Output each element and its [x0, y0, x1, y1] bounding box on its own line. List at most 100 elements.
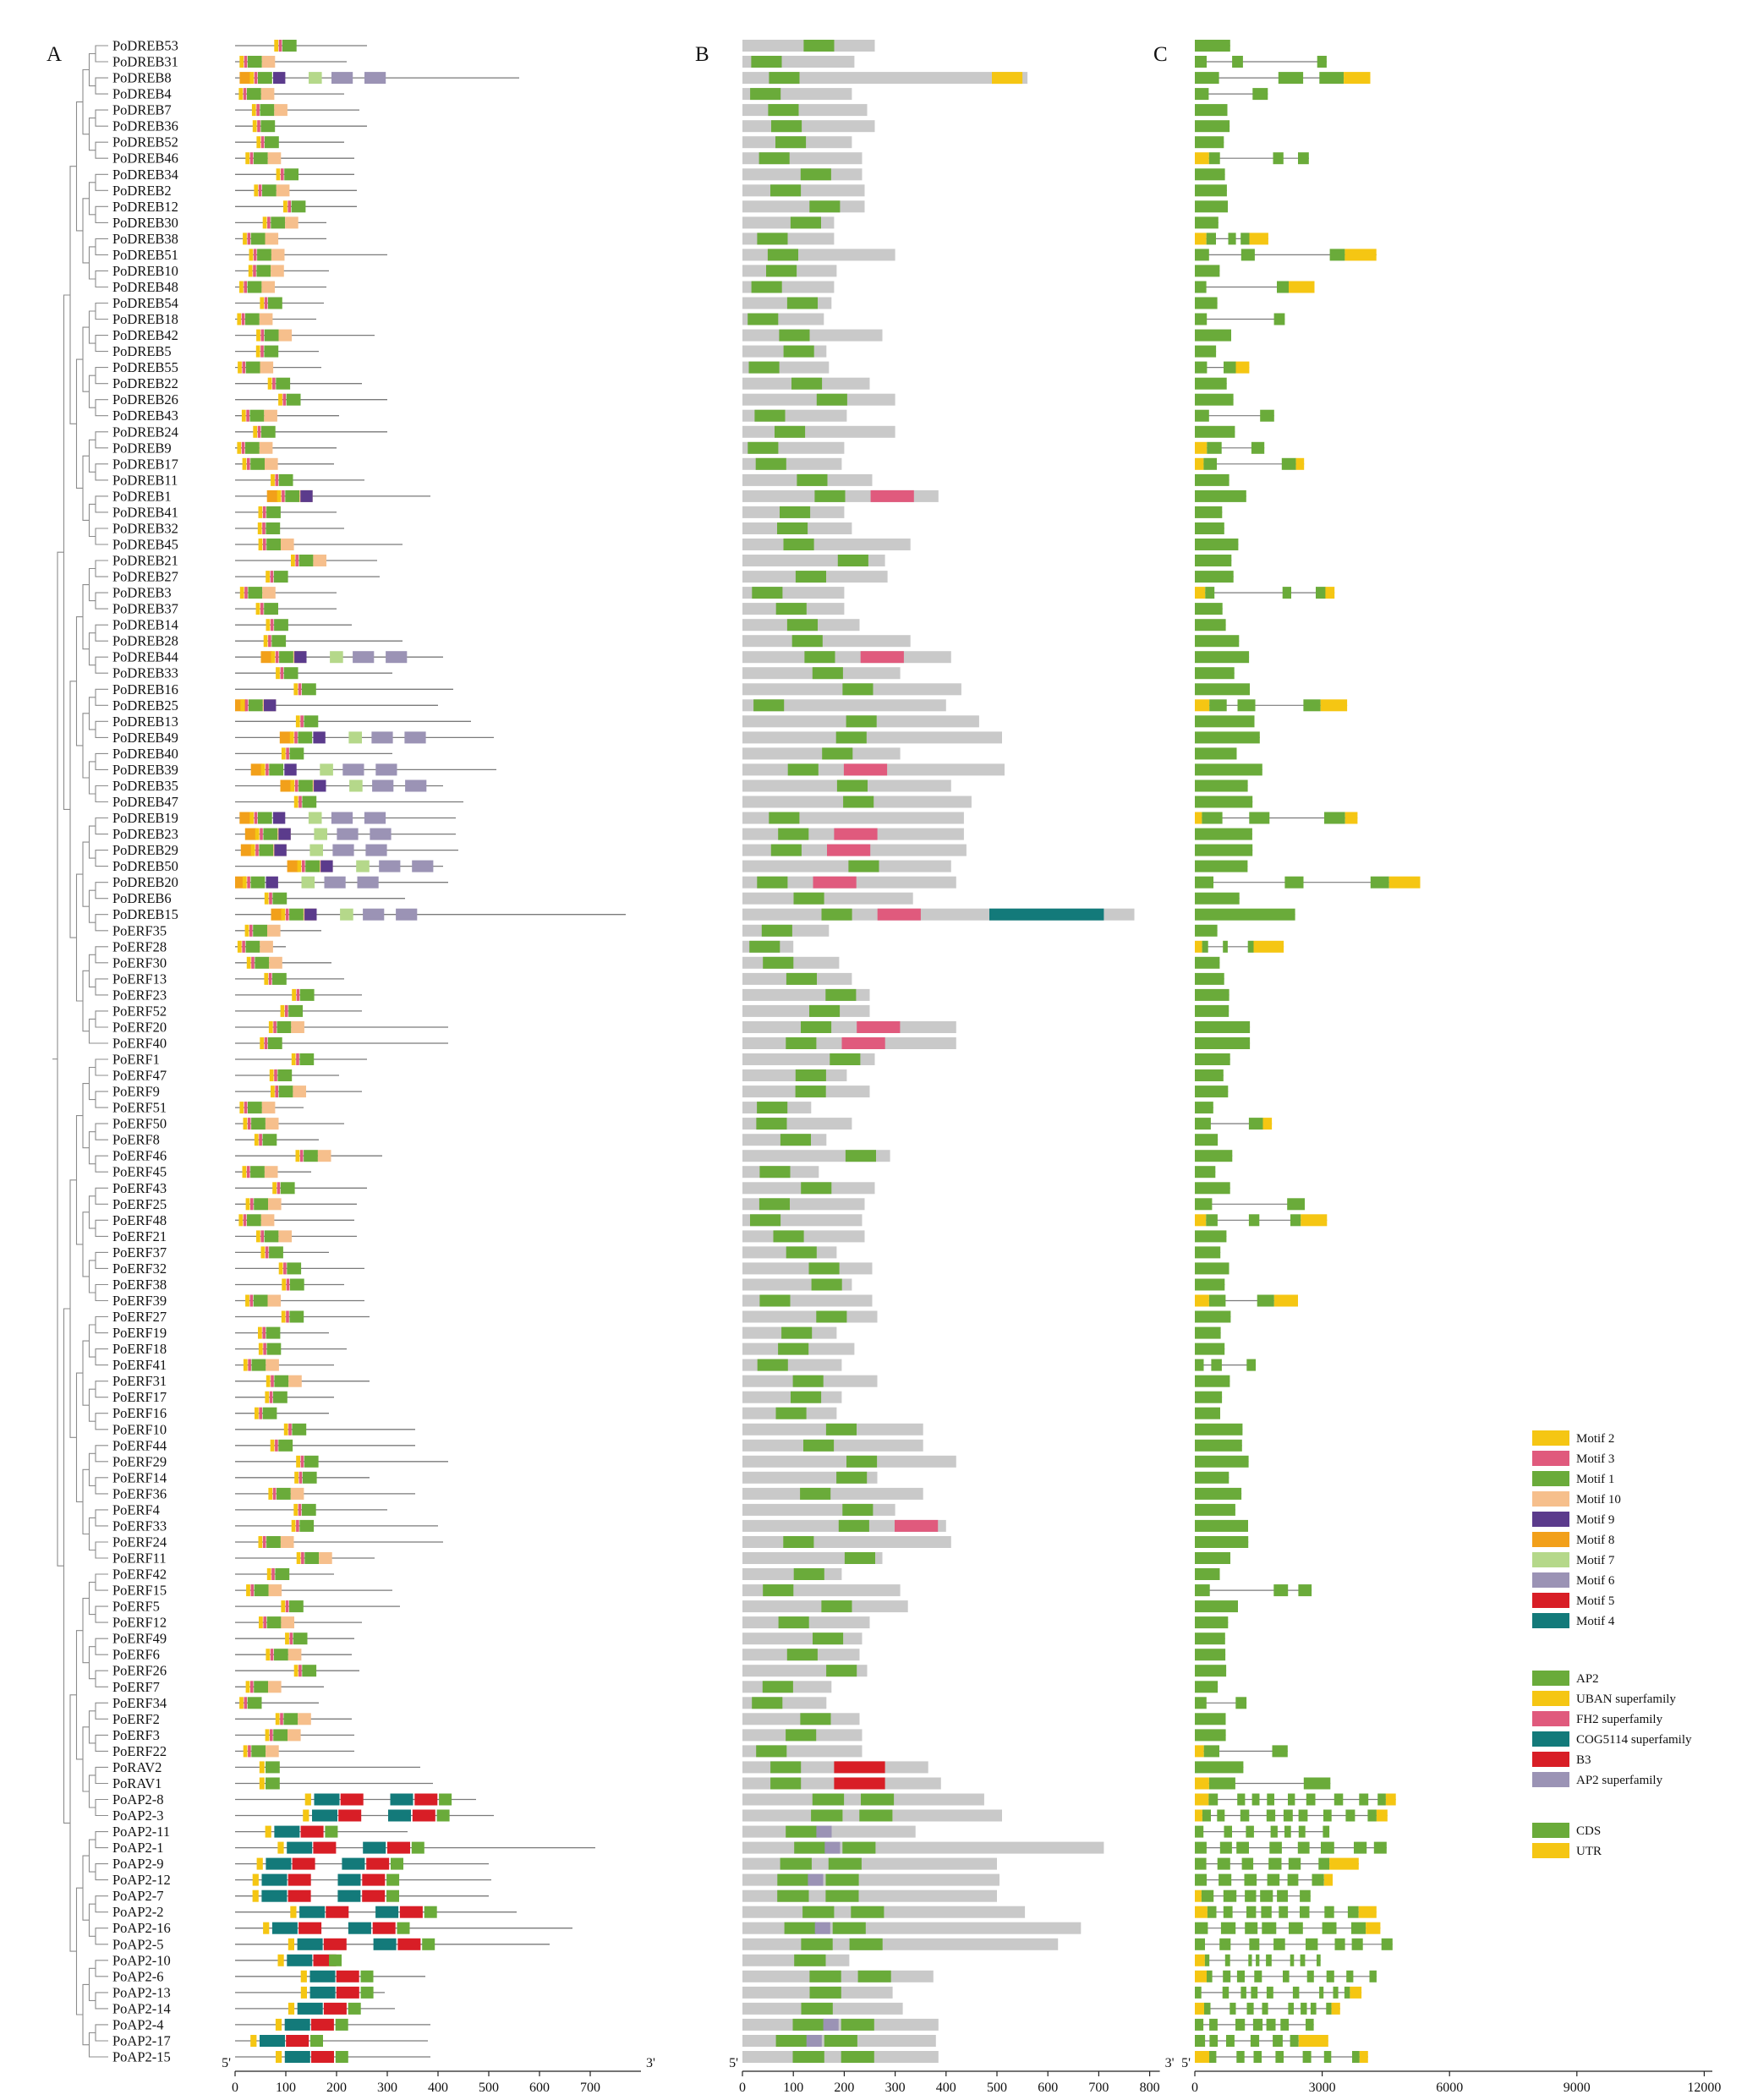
- gene-label-podreb52: PoDREB52: [112, 134, 178, 150]
- exon-cds-poap2-1: [1219, 1841, 1232, 1854]
- gene-label-podreb23: PoDREB23: [112, 826, 178, 842]
- exon-cds-podreb41: [1195, 506, 1223, 518]
- exon-cds-poerf5: [1195, 1600, 1238, 1613]
- motif-motif-5-poap2-2: [326, 1906, 349, 1918]
- motif-motif-3-poerf41: [248, 1359, 251, 1371]
- motif-motif-2-poap2-16: [263, 1922, 270, 1934]
- gene-label-podreb48: PoDREB48: [112, 279, 178, 295]
- motif-motif-6-podreb49: [371, 731, 393, 744]
- gene-label-column: PoDREB53PoDREB31PoDREB8PoDREB4PoDREB7PoD…: [112, 38, 178, 2065]
- exon-cds-podreb30: [1195, 216, 1219, 229]
- motif-motif-1-podreb35: [298, 779, 313, 792]
- motif-motif-1-poerf27: [289, 1310, 304, 1323]
- gene-label-poerf24: PoERF24: [112, 1534, 167, 1550]
- domain-ap2-podreb35: [836, 779, 868, 792]
- motif-motif-3-poerf34: [244, 1697, 248, 1709]
- motif-motif-2-poerf27: [281, 1310, 286, 1323]
- motif-motif-7-podreb23: [314, 828, 327, 840]
- gene-label-podreb38: PoDREB38: [112, 231, 178, 247]
- phylogenetic-tree: [52, 45, 108, 2058]
- gene-label-podreb44: PoDREB44: [112, 649, 178, 665]
- tree-branch: [82, 1468, 90, 1535]
- domain-ap2-podreb34: [800, 168, 831, 181]
- domain-ap2-podreb55: [748, 361, 780, 374]
- exon-cds-poap2-2: [1324, 1906, 1334, 1918]
- motif-motif-3-podreb51: [253, 249, 257, 261]
- motif-motif-9-podreb8: [273, 72, 286, 85]
- exon-utr-podreb3: [1325, 587, 1335, 599]
- gene-label-poerf31: PoERF31: [112, 1373, 167, 1389]
- gene-label-poap2-9: PoAP2-9: [112, 1856, 164, 1872]
- protein-bar-podreb6: [742, 892, 913, 905]
- exon-cds-poap2-1: [1269, 1841, 1282, 1854]
- motif-motif-1-poerf4: [301, 1503, 316, 1516]
- legend-label-motif-9: Motif 9: [1576, 1513, 1614, 1527]
- exon-cds-poerf46: [1195, 1150, 1233, 1162]
- exon-utr-poerf50: [1262, 1118, 1273, 1130]
- gene-label-poerf41: PoERF41: [112, 1357, 167, 1373]
- exon-utr-podreb46: [1195, 152, 1209, 165]
- gene-label-podreb34: PoDREB34: [112, 167, 178, 183]
- exon-cds-poap2-9: [1195, 1857, 1207, 1870]
- gene-label-podreb27: PoDREB27: [112, 569, 178, 585]
- tree-branch: [95, 1928, 108, 1945]
- domain-ap2-podreb42: [779, 329, 810, 342]
- motif-motif-3-podreb33: [280, 667, 284, 680]
- domain-ap2-podreb25: [753, 699, 785, 712]
- exon-cds-poerf11: [1195, 1552, 1230, 1564]
- motif-motif-1-poerf45: [250, 1166, 265, 1179]
- domain-ap2-poerf51: [757, 1102, 788, 1114]
- domain-ap2-poap2-15: [841, 2051, 874, 2063]
- motif-motif-10-poerf39: [267, 1294, 282, 1307]
- domain-ap2-poerf30: [763, 956, 794, 969]
- motif-motif-8-podreb50: [287, 860, 298, 872]
- exon-cds-poap2-8: [1237, 1793, 1246, 1806]
- tree-branch: [88, 1066, 96, 1101]
- exon-cds-poerf37: [1195, 1246, 1221, 1259]
- legend-label-cds: CDS: [1576, 1824, 1601, 1838]
- legend-label-motif-5: Motif 5: [1576, 1594, 1614, 1608]
- motif-motif-2-poerf46: [295, 1150, 300, 1162]
- domain-ap2-poerf18: [778, 1343, 809, 1355]
- motif-motif-1-podreb23: [263, 828, 278, 840]
- exon-utr-poap2-3: [1195, 1809, 1202, 1822]
- domain-ap2-podreb27: [795, 571, 826, 583]
- motif-motif-8-podreb19: [239, 812, 251, 824]
- motif-motif-6-podreb44: [353, 651, 375, 664]
- motif-motif-2-podreb28: [263, 635, 268, 648]
- domain-ap2-podreb45: [783, 539, 814, 550]
- domain-ap2-poerf5: [821, 1600, 852, 1613]
- gene-label-poap2-3: PoAP2-3: [112, 1807, 164, 1824]
- motif-motif-1-poerf23: [299, 988, 315, 1001]
- exon-cds-poap2-5: [1249, 1938, 1260, 1950]
- motif-motif-2-porav1: [259, 1777, 265, 1790]
- domain-ap2-podreb37: [775, 603, 807, 615]
- motif-motif-2-podreb3: [239, 587, 244, 599]
- gene-label-podreb22: PoDREB22: [112, 375, 178, 391]
- tree-branch: [95, 1798, 108, 1817]
- motif-motif-1-poerf50: [251, 1118, 266, 1130]
- motif-motif-4-poap2-1: [363, 1841, 386, 1854]
- motif-motif-7-podreb20: [301, 876, 315, 889]
- tree-branch: [95, 624, 108, 642]
- protein-bar-podreb54: [742, 297, 832, 309]
- tree-branch: [95, 1605, 108, 1623]
- motif-motif-4-poap2-8: [390, 1793, 413, 1806]
- motif-motif-10-poerf50: [265, 1118, 279, 1130]
- motif-motif-3-poerf48: [243, 1214, 247, 1227]
- motif-motif-6-podreb39: [342, 763, 364, 776]
- motif-motif-3-podreb46: [249, 152, 254, 165]
- exon-utr-podreb38: [1195, 232, 1207, 245]
- motif-motif-3-poerf10: [288, 1423, 292, 1436]
- motif-motif-7-podreb49: [348, 731, 362, 744]
- tree-branch: [95, 1766, 108, 1785]
- exon-cds-poap2-7: [1260, 1889, 1273, 1902]
- exon-cds-poerf42: [1195, 1568, 1220, 1580]
- protein-bar-poerf42: [742, 1568, 842, 1580]
- motif-motif-2-podreb55: [238, 361, 242, 374]
- gene-label-poerf29: PoERF29: [112, 1453, 167, 1469]
- exon-cds-poerf13: [1195, 972, 1224, 985]
- domain-ap2-poerf17: [791, 1391, 822, 1403]
- motif-motif-4-poap2-14: [297, 2002, 323, 2015]
- exon-cds-poap2-10: [1248, 1954, 1252, 1966]
